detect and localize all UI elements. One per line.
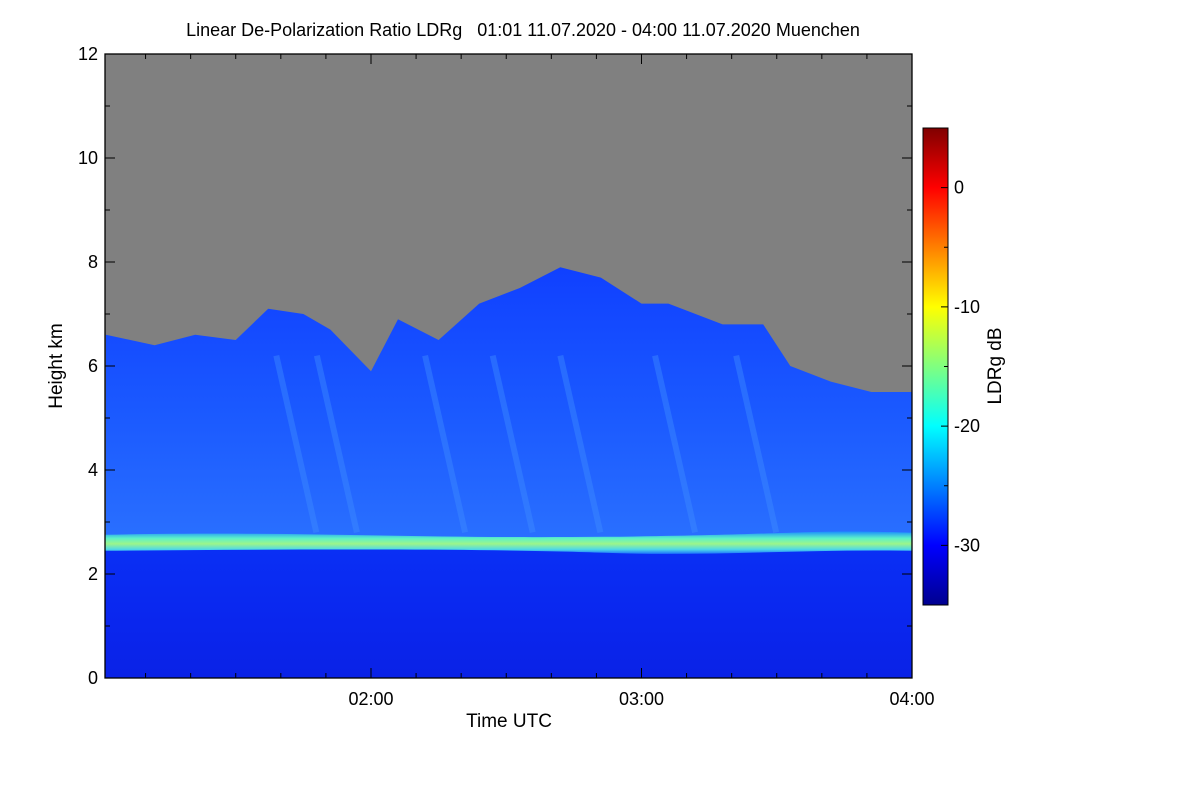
colorbar-tick-label: 0	[954, 178, 964, 198]
colorbar-label: LDRg dB	[985, 327, 1006, 404]
ice-cloud-region	[105, 267, 912, 543]
x-tick-label: 02:00	[348, 689, 393, 709]
rain-region	[105, 542, 912, 678]
y-tick-label: 10	[78, 148, 98, 168]
y-tick-label: 2	[88, 564, 98, 584]
colorbar	[922, 127, 949, 606]
axis-ticks: 02:00 03:00 04:00 0 2 4 6 8 10 12	[78, 44, 935, 709]
fall-streak	[557, 354, 604, 534]
heatmap-area	[105, 54, 912, 678]
colorbar-tick-label: -30	[954, 535, 980, 555]
y-tick-label: 8	[88, 252, 98, 272]
y-axis-title: Height km	[46, 323, 67, 409]
y-tick-label: 0	[88, 668, 98, 688]
colorbar-tick-label: -20	[954, 416, 980, 436]
y-tick-label: 6	[88, 356, 98, 376]
chart-title: Linear De-Polarization Ratio LDRg 01:01 …	[186, 20, 860, 40]
x-axis-title: Time UTC	[466, 711, 552, 732]
melting-layer-band	[105, 531, 912, 554]
fall-streak	[733, 354, 780, 534]
x-tick-label: 04:00	[889, 689, 934, 709]
y-tick-label: 12	[78, 44, 98, 64]
fall-streak	[489, 354, 536, 534]
y-tick-label: 4	[88, 460, 98, 480]
colorbar-ticks: -30 -20 -10 0	[941, 127, 980, 606]
fall-streak	[652, 354, 698, 534]
x-tick-label: 03:00	[619, 689, 664, 709]
fall-streak	[313, 354, 360, 534]
fall-streak	[422, 354, 469, 534]
fall-streak	[273, 354, 320, 534]
colorbar-tick-label: -10	[954, 297, 980, 317]
